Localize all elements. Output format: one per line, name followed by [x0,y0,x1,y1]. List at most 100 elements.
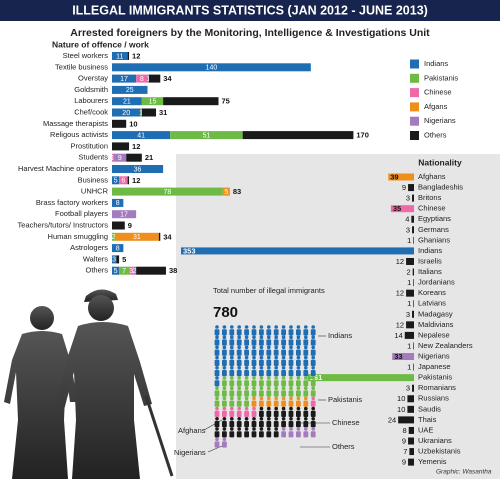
pictogram-icon-body [281,329,286,336]
legend-label: Indians [424,59,448,68]
segment-label: 140 [206,65,218,72]
pictogram-icon-head [311,325,316,329]
pictogram-icon-head [267,417,271,421]
value-label: 8 [403,426,407,435]
category-label: Walters [83,254,108,263]
pictogram-icon-body [259,329,264,336]
category-label: Goldsmith [74,85,108,94]
pictogram-icon-head [237,427,241,431]
segment-label: 5 [224,189,228,196]
pictogram-icon-head [230,396,234,401]
pictogram-icon-head [237,386,241,391]
segment-label: 1 [111,155,115,162]
pictogram-icon-body [303,329,309,336]
pictogram-icon-body [236,400,242,407]
pictogram-icon-body [251,431,257,438]
pictogram-icon-head [259,376,264,380]
segment-label: 8 [140,76,144,83]
pictogram-icon-head [230,345,234,350]
pictogram-icon-head [281,325,286,329]
bar-segment [112,108,141,117]
value-label: 24 [388,415,396,424]
bar-segment [141,108,157,117]
category-label: Harvest Machine operators [18,164,108,173]
pictogram-icon-head [244,355,249,360]
pictogram-icon-head [311,355,316,360]
pictogram-icon-body [296,380,301,387]
credit: Graphic: Wasantha [436,469,492,476]
pictogram-icon-body [266,431,272,438]
pictogram-icon-body [303,431,309,438]
pictogram-icon-body [310,329,316,336]
value-label: 39 [390,172,398,181]
pictogram-icon-head [289,325,293,329]
pictogram-icon-body [259,400,264,407]
nationality-label: Latvians [418,299,446,308]
pictogram-icon-head [267,325,271,329]
nationality-label: Yemenis [418,457,447,466]
pictogram-icon-head [222,396,227,401]
pictogram-icon-head [259,427,264,431]
pictogram-icon-head [281,406,286,411]
pictogram-icon-body [310,359,316,366]
pictogram-icon-body [214,329,220,336]
bar [181,247,414,255]
pictogram-icon-head [259,386,264,391]
bar [413,342,414,350]
pictogram-icon-head [230,366,234,370]
pictogram-icon-body [236,421,242,428]
offence-title: Nature of offence / work [52,39,149,49]
legend-swatch [410,88,419,98]
pictogram-icon-head [237,376,241,380]
pictogram-icon-body [222,400,227,407]
pictogram-icon-head [281,386,286,391]
pictogram-icon-body [296,339,301,346]
pictogram-icon-head [237,355,241,360]
pictogram-icon-body [251,421,257,428]
pictogram-icon-body [296,349,301,356]
nationality-label: New Zealanders [418,341,473,350]
value-label: 161 [310,373,323,382]
pictogram-icon-head [281,396,286,401]
pictogram-icon-body [251,339,257,346]
pictogram-icon-body [273,380,279,387]
pictogram-icon-head [252,386,256,391]
pictogram-icon-head [252,335,256,340]
pictogram-icon-body [222,329,227,336]
pictogram-icon-body [296,410,301,417]
pictogram-icon-head [259,406,264,411]
pictogram-icon-body [303,349,309,356]
bar-segment [112,244,124,253]
pictogram-icon-body [273,390,279,397]
bar-segment [114,232,159,241]
pictogram-icon-body [303,339,309,346]
pictogram-icon-body [281,390,286,397]
pictogram-icon-body [244,329,249,336]
nationality-label: Russians [418,394,449,403]
pictogram-icon-head [215,417,219,421]
value-label: 2 [407,268,411,277]
segment-label: 17 [120,212,128,219]
bar [409,448,414,456]
pictogram-icon-head [222,427,227,431]
pictogram-icon-body [310,349,316,356]
bar-segment [112,119,127,128]
pictogram-icon-body [259,370,264,377]
pictogram-icon-body [281,421,286,428]
total-label: 75 [222,97,230,106]
segment-label: 8 [116,245,120,252]
pictogram-icon-head [281,417,286,421]
pictogram-icon-body [214,370,220,377]
pictogram-icon-body [281,359,286,366]
pictogram-icon-head [215,396,219,401]
pictogram-icon-head [311,427,316,431]
pictogram-icon-head [244,406,249,411]
pictogram-icon-head [244,325,249,329]
bar [413,236,414,244]
pictogram-icon-body [229,410,235,417]
value-label: 9 [402,183,406,192]
pictogram-icon-head [215,366,219,370]
pictogram-icon-head [296,335,301,340]
pictogram-icon-body [259,339,264,346]
total-label: 34 [163,74,172,83]
